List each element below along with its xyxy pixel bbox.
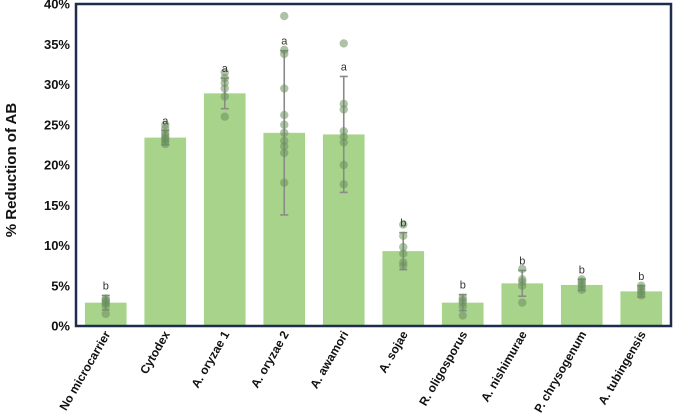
significance-label: b (400, 218, 406, 230)
data-point (339, 39, 348, 48)
data-point (339, 160, 348, 170)
data-point (518, 275, 527, 284)
data-point (280, 178, 289, 187)
plot-area: b a a a a b b b b b (84, 11, 663, 326)
data-point (399, 242, 408, 252)
y-tick-label: 25% (44, 117, 70, 132)
significance-label: a (222, 63, 229, 75)
x-tick-label: A. oryzae 2 (248, 328, 292, 390)
data-point (280, 148, 289, 158)
significance-label: b (519, 255, 525, 267)
data-point (518, 298, 527, 307)
x-tick-label: A. awamori (307, 329, 351, 391)
x-tick-label: Cytodex (137, 328, 173, 376)
y-tick-label: 30% (44, 77, 70, 92)
significance-label: a (281, 36, 288, 48)
data-point (399, 220, 408, 229)
data-point (280, 120, 289, 129)
plot-frame (74, 2, 673, 328)
data-point (280, 11, 289, 21)
data-point (458, 293, 467, 303)
significance-label: b (638, 271, 644, 283)
data-point (280, 110, 289, 120)
x-tick-label: P. chrysogenum (531, 329, 589, 416)
y-tick-label: 35% (44, 37, 70, 52)
y-tick-label: 15% (44, 198, 70, 213)
data-point (280, 128, 289, 137)
data-point (339, 180, 348, 189)
data-point (220, 68, 229, 77)
data-point (518, 264, 527, 274)
data-point (101, 294, 110, 303)
x-tick-label: A. sojae (376, 328, 411, 375)
x-tick-label: A. oryzae 1 (189, 328, 233, 390)
y-axis-title: % Reduction of AB (3, 103, 20, 238)
x-tick-label: No microcarrier (57, 328, 114, 413)
data-point (220, 112, 229, 121)
y-tick-label: 20% (44, 158, 70, 173)
significance-label: a (341, 61, 348, 73)
data-point (399, 249, 408, 258)
significance-label: b (460, 280, 466, 292)
data-point (280, 45, 289, 55)
data-point (161, 120, 170, 129)
data-point (458, 311, 467, 320)
significance-label: a (162, 115, 169, 127)
y-tick-label: 0% (51, 319, 70, 334)
data-point (339, 99, 348, 109)
data-point (220, 92, 229, 101)
x-tick-label: A. tubingensis (595, 328, 649, 407)
data-point (399, 231, 408, 241)
data-point (339, 126, 348, 136)
x-tick-label: A. nishimurae (478, 328, 530, 404)
bar (203, 93, 246, 326)
data-point (637, 281, 646, 290)
x-tick-label: R. oligosporus (416, 328, 470, 408)
significance-label: b (579, 264, 585, 276)
y-tick-label: 40% (44, 0, 70, 12)
data-point (280, 136, 289, 146)
bar (144, 137, 187, 326)
data-point (577, 275, 586, 284)
y-tick-label: 5% (51, 278, 70, 293)
data-point (101, 309, 110, 319)
significance-label: b (103, 280, 109, 292)
data-point (399, 258, 408, 267)
data-point (280, 84, 289, 93)
y-tick-label: 10% (44, 238, 70, 253)
